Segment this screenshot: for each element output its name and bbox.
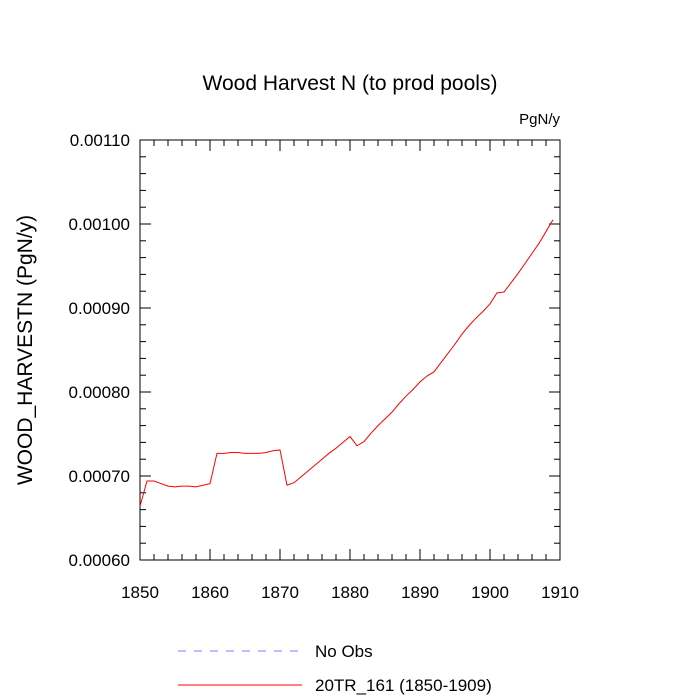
y-tick-label: 0.00060 xyxy=(69,551,130,570)
legend-label: 20TR_161 (1850-1909) xyxy=(315,676,492,695)
series-layer xyxy=(139,219,554,507)
x-tick-label: 1900 xyxy=(471,583,509,602)
axis-ticks xyxy=(139,139,561,561)
series-line xyxy=(139,219,554,507)
y-tick-label: 0.00090 xyxy=(69,299,130,318)
x-tick-label: 1870 xyxy=(261,583,299,602)
x-tick-label: 1860 xyxy=(191,583,229,602)
x-tick-label: 1850 xyxy=(121,583,159,602)
y-tick-label: 0.00070 xyxy=(69,467,130,486)
plot-frame xyxy=(139,139,561,561)
units-label: PgN/y xyxy=(519,111,560,128)
y-axis-label: WOOD_HARVESTN (PgN/y) xyxy=(14,215,37,485)
tick-labels: 1850 1860 1870 1880 1890 1900 1910 0.00060 0.000… xyxy=(69,131,579,602)
chart-title: Wood Harvest N (to prod pools) xyxy=(203,72,498,95)
x-tick-label: 1890 xyxy=(401,583,439,602)
y-tick-label: 0.00080 xyxy=(69,383,130,402)
legend: No Obs 20TR_161 (1850-1909) xyxy=(178,642,492,695)
x-tick-label: 1910 xyxy=(541,583,579,602)
y-tick-label: 0.00100 xyxy=(69,215,130,234)
x-tick-label: 1880 xyxy=(331,583,369,602)
y-tick-label: 0.00110 xyxy=(70,131,130,150)
legend-label: No Obs xyxy=(315,642,373,661)
